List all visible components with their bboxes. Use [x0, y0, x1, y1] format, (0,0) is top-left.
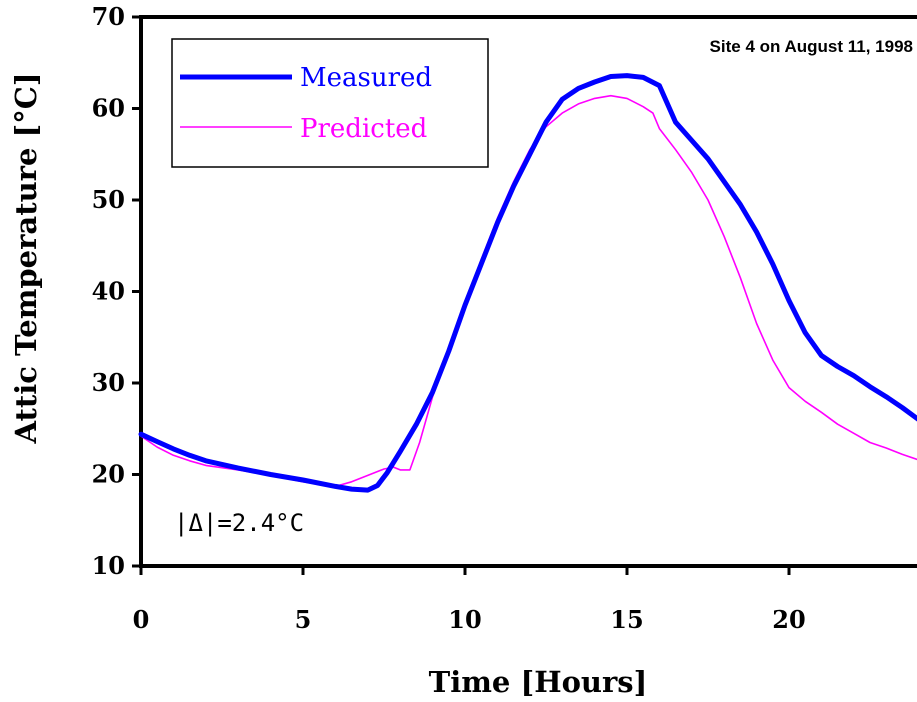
legend-label-measured: Measured [300, 63, 432, 93]
y-tick-label: 40 [92, 277, 125, 306]
legend-label-predicted: Predicted [300, 114, 427, 144]
series-line-measured [138, 73, 917, 493]
y-tick-label: 60 [92, 94, 125, 123]
site-annotation: Site 4 on August 11, 1998 [710, 37, 913, 56]
y-axis-title: Attic Temperature [°C] [9, 72, 43, 444]
y-tick-label: 70 [92, 2, 125, 31]
x-axis-title: Time [Hours] [429, 665, 648, 699]
series-layer [138, 73, 917, 493]
y-tick-label: 10 [92, 551, 125, 580]
x-tick-label: 15 [610, 605, 643, 634]
y-tick-label: 50 [92, 185, 125, 214]
y-tick-label: 30 [92, 368, 125, 397]
tick-labels: 10 20 30 40 50 60 70 0 5 10 15 20 [92, 2, 806, 634]
tick-marks [132, 15, 791, 575]
error-statistic: |Δ|=2.4°C [174, 509, 304, 537]
y-tick-label: 20 [92, 460, 125, 489]
legend: Measured Predicted [171, 38, 489, 168]
x-tick-label: 20 [772, 605, 805, 634]
x-tick-label: 5 [295, 605, 312, 634]
legend-box [171, 38, 489, 168]
x-tick-label: 0 [133, 605, 150, 634]
x-tick-label: 10 [448, 605, 481, 634]
